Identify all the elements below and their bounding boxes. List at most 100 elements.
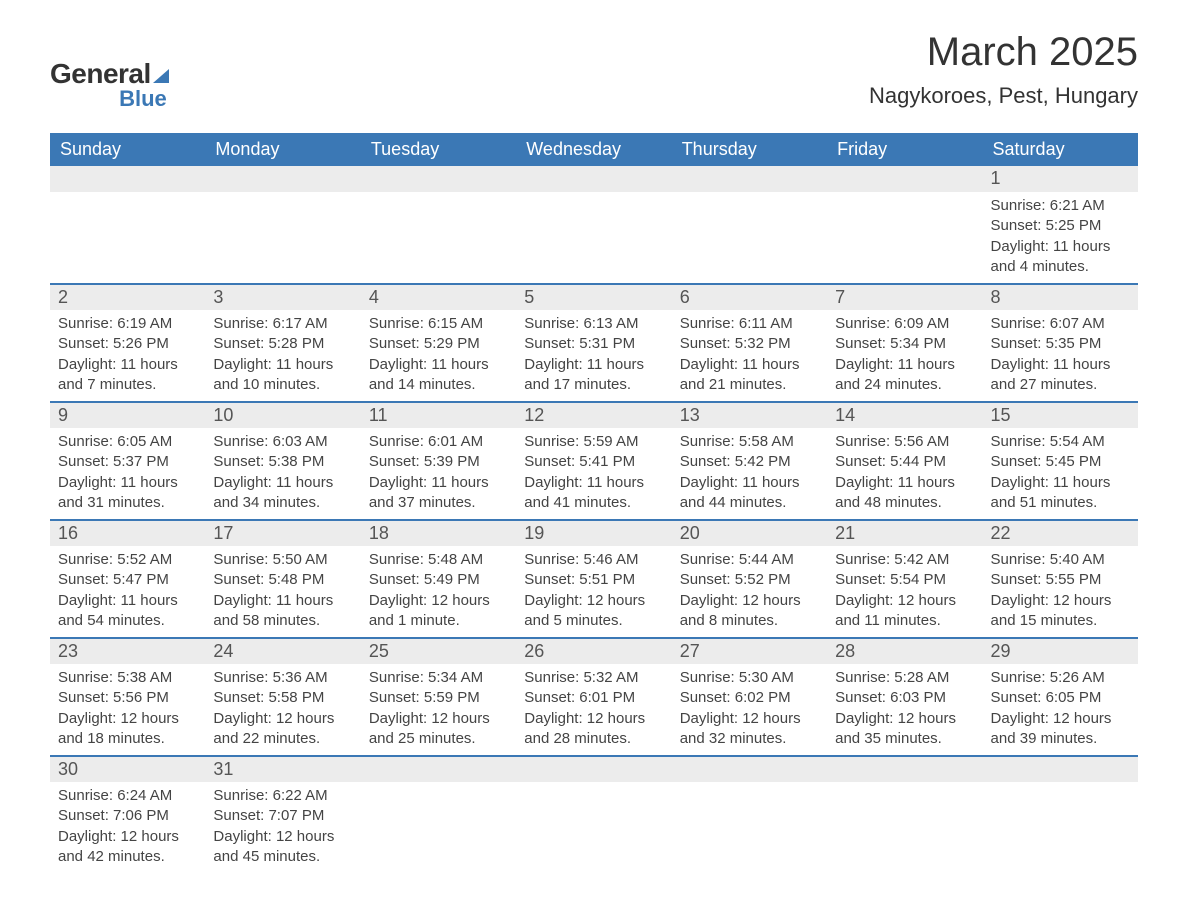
sunset-text: Sunset: 5:25 PM [991, 216, 1130, 236]
sunrise-text: Sunrise: 5:48 AM [369, 550, 508, 570]
day-number-cell: 11 [361, 402, 516, 428]
day-number-cell: 7 [827, 284, 982, 310]
day-number-cell [361, 166, 516, 192]
sunrise-text: Sunrise: 5:59 AM [524, 432, 663, 452]
day-info-cell: Sunrise: 5:54 AMSunset: 5:45 PMDaylight:… [983, 428, 1138, 520]
day-number-cell: 8 [983, 284, 1138, 310]
daylight-text: Daylight: 12 hours and 15 minutes. [991, 591, 1130, 632]
sunrise-text: Sunrise: 6:13 AM [524, 314, 663, 334]
day-number-cell: 25 [361, 638, 516, 664]
sunset-text: Sunset: 5:38 PM [213, 452, 352, 472]
day-info-cell: Sunrise: 6:24 AMSunset: 7:06 PMDaylight:… [50, 782, 205, 873]
day-number-cell: 15 [983, 402, 1138, 428]
day-info-cell: Sunrise: 6:07 AMSunset: 5:35 PMDaylight:… [983, 310, 1138, 402]
day-info-cell: Sunrise: 6:09 AMSunset: 5:34 PMDaylight:… [827, 310, 982, 402]
week-daynum-row: 2345678 [50, 284, 1138, 310]
daylight-text: Daylight: 11 hours and 4 minutes. [991, 237, 1130, 278]
week-daynum-row: 9101112131415 [50, 402, 1138, 428]
week-info-row: Sunrise: 6:21 AMSunset: 5:25 PMDaylight:… [50, 192, 1138, 284]
day-number-cell: 22 [983, 520, 1138, 546]
day-number-cell: 26 [516, 638, 671, 664]
week-daynum-row: 16171819202122 [50, 520, 1138, 546]
day-info-cell: Sunrise: 6:15 AMSunset: 5:29 PMDaylight:… [361, 310, 516, 402]
logo-word2: Blue [50, 86, 169, 112]
week-daynum-row: 1 [50, 166, 1138, 192]
daylight-text: Daylight: 11 hours and 44 minutes. [680, 473, 819, 514]
daylight-text: Daylight: 11 hours and 41 minutes. [524, 473, 663, 514]
day-info-cell: Sunrise: 6:13 AMSunset: 5:31 PMDaylight:… [516, 310, 671, 402]
sunset-text: Sunset: 5:45 PM [991, 452, 1130, 472]
day-number-cell: 1 [983, 166, 1138, 192]
sunrise-text: Sunrise: 5:56 AM [835, 432, 974, 452]
day-info-cell: Sunrise: 5:28 AMSunset: 6:03 PMDaylight:… [827, 664, 982, 756]
sunrise-text: Sunrise: 5:50 AM [213, 550, 352, 570]
header: General Blue March 2025 Nagykoroes, Pest… [50, 30, 1138, 115]
sunrise-text: Sunrise: 6:17 AM [213, 314, 352, 334]
day-header: Tuesday [361, 133, 516, 166]
day-info-cell [672, 782, 827, 873]
daylight-text: Daylight: 11 hours and 31 minutes. [58, 473, 197, 514]
day-number-cell [50, 166, 205, 192]
day-info-cell [827, 782, 982, 873]
day-info-cell: Sunrise: 6:19 AMSunset: 5:26 PMDaylight:… [50, 310, 205, 402]
daylight-text: Daylight: 12 hours and 32 minutes. [680, 709, 819, 750]
week-info-row: Sunrise: 6:05 AMSunset: 5:37 PMDaylight:… [50, 428, 1138, 520]
sunrise-text: Sunrise: 5:44 AM [680, 550, 819, 570]
sunset-text: Sunset: 5:54 PM [835, 570, 974, 590]
daylight-text: Daylight: 11 hours and 51 minutes. [991, 473, 1130, 514]
day-header: Wednesday [516, 133, 671, 166]
day-info-cell: Sunrise: 5:34 AMSunset: 5:59 PMDaylight:… [361, 664, 516, 756]
daylight-text: Daylight: 12 hours and 5 minutes. [524, 591, 663, 632]
sunrise-text: Sunrise: 6:15 AM [369, 314, 508, 334]
day-info-cell: Sunrise: 5:44 AMSunset: 5:52 PMDaylight:… [672, 546, 827, 638]
day-info-cell: Sunrise: 5:46 AMSunset: 5:51 PMDaylight:… [516, 546, 671, 638]
day-number-cell: 10 [205, 402, 360, 428]
day-info-cell: Sunrise: 5:52 AMSunset: 5:47 PMDaylight:… [50, 546, 205, 638]
sunrise-text: Sunrise: 5:46 AM [524, 550, 663, 570]
day-info-cell [672, 192, 827, 284]
daylight-text: Daylight: 11 hours and 58 minutes. [213, 591, 352, 632]
day-header: Friday [827, 133, 982, 166]
day-number-cell: 5 [516, 284, 671, 310]
day-number-cell [516, 756, 671, 782]
day-number-cell: 31 [205, 756, 360, 782]
daylight-text: Daylight: 11 hours and 37 minutes. [369, 473, 508, 514]
sunset-text: Sunset: 5:47 PM [58, 570, 197, 590]
week-daynum-row: 3031 [50, 756, 1138, 782]
sunrise-text: Sunrise: 5:30 AM [680, 668, 819, 688]
sunset-text: Sunset: 5:58 PM [213, 688, 352, 708]
daylight-text: Daylight: 11 hours and 7 minutes. [58, 355, 197, 396]
sunrise-text: Sunrise: 6:09 AM [835, 314, 974, 334]
daylight-text: Daylight: 12 hours and 22 minutes. [213, 709, 352, 750]
sunrise-text: Sunrise: 5:38 AM [58, 668, 197, 688]
week-info-row: Sunrise: 5:38 AMSunset: 5:56 PMDaylight:… [50, 664, 1138, 756]
sunset-text: Sunset: 6:03 PM [835, 688, 974, 708]
day-info-cell: Sunrise: 5:50 AMSunset: 5:48 PMDaylight:… [205, 546, 360, 638]
day-info-cell: Sunrise: 6:22 AMSunset: 7:07 PMDaylight:… [205, 782, 360, 873]
day-number-cell: 21 [827, 520, 982, 546]
daylight-text: Daylight: 12 hours and 8 minutes. [680, 591, 819, 632]
daylight-text: Daylight: 12 hours and 11 minutes. [835, 591, 974, 632]
sunrise-text: Sunrise: 6:11 AM [680, 314, 819, 334]
day-number-cell: 9 [50, 402, 205, 428]
sunset-text: Sunset: 5:31 PM [524, 334, 663, 354]
day-info-cell: Sunrise: 5:59 AMSunset: 5:41 PMDaylight:… [516, 428, 671, 520]
logo-triangle-icon [153, 69, 169, 83]
day-info-cell: Sunrise: 6:11 AMSunset: 5:32 PMDaylight:… [672, 310, 827, 402]
daylight-text: Daylight: 11 hours and 24 minutes. [835, 355, 974, 396]
day-number-cell: 2 [50, 284, 205, 310]
day-info-cell: Sunrise: 6:17 AMSunset: 5:28 PMDaylight:… [205, 310, 360, 402]
daylight-text: Daylight: 11 hours and 54 minutes. [58, 591, 197, 632]
day-number-cell [516, 166, 671, 192]
day-info-cell [516, 782, 671, 873]
day-header: Thursday [672, 133, 827, 166]
sunrise-text: Sunrise: 6:07 AM [991, 314, 1130, 334]
day-number-cell [205, 166, 360, 192]
week-info-row: Sunrise: 6:19 AMSunset: 5:26 PMDaylight:… [50, 310, 1138, 402]
logo-word1: General [50, 58, 151, 89]
day-number-cell: 23 [50, 638, 205, 664]
daylight-text: Daylight: 12 hours and 35 minutes. [835, 709, 974, 750]
day-number-cell [983, 756, 1138, 782]
day-number-cell: 19 [516, 520, 671, 546]
day-info-cell [361, 782, 516, 873]
